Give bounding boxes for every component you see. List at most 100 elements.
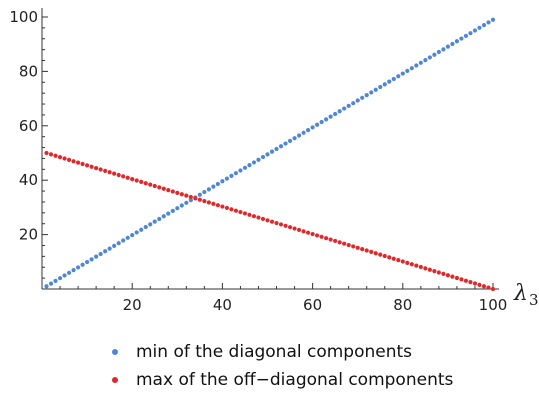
data-point-series-1 (405, 260, 410, 265)
data-point-series-1 (238, 209, 243, 215)
data-point-series-1 (215, 203, 220, 208)
data-point-series-0 (364, 93, 369, 98)
data-point-series-0 (80, 262, 85, 267)
data-point-series-1 (48, 152, 54, 157)
data-point-series-1 (251, 214, 257, 219)
data-point-series-1 (274, 220, 279, 226)
data-point-series-0 (161, 214, 166, 219)
data-point-series-1 (418, 264, 423, 270)
data-point-series-0 (454, 39, 460, 44)
data-point-series-1 (324, 236, 329, 241)
data-point-series-1 (143, 181, 148, 186)
data-point-series-1 (139, 179, 144, 184)
data-point-series-1 (319, 234, 324, 239)
data-point-series-1 (242, 211, 248, 216)
data-point-series-1 (157, 185, 162, 190)
data-point-series-0 (98, 251, 103, 257)
data-point-series-0 (269, 149, 275, 154)
data-point-series-1 (152, 183, 157, 189)
data-point-series-1 (369, 249, 374, 255)
data-point-series-1 (184, 193, 189, 198)
data-point-series-1 (107, 170, 112, 175)
data-point-series-1 (188, 194, 193, 200)
data-point-series-1 (71, 159, 76, 164)
legend-item-diagonal: min of the diagonal components (112, 338, 453, 366)
data-point-series-1 (256, 215, 261, 220)
data-point-series-1 (112, 171, 117, 176)
tick-labels: 20 40 60 80 100 20 40 60 80 100 (9, 8, 507, 314)
y-tick-label: 40 (19, 171, 38, 189)
data-point-series-1 (459, 277, 464, 282)
data-point-series-1 (445, 273, 450, 278)
data-point-series-0 (432, 52, 437, 57)
data-point-series-0 (112, 243, 117, 248)
data-points (44, 17, 496, 292)
data-point-series-0 (319, 119, 324, 125)
data-point-series-1 (220, 204, 225, 209)
data-point-series-0 (53, 278, 58, 283)
data-point-series-0 (215, 181, 220, 187)
data-point-series-1 (179, 192, 184, 197)
x-tick-label: 40 (213, 296, 232, 314)
x-axis-label: λ3 (513, 281, 539, 309)
data-point-series-0 (85, 259, 90, 265)
data-point-series-1 (224, 205, 230, 211)
data-point-series-0 (342, 106, 347, 111)
data-point-series-0 (121, 238, 126, 243)
data-point-series-0 (486, 20, 491, 25)
data-point-series-0 (391, 76, 396, 82)
data-point-series-1 (121, 174, 126, 179)
data-point-series-0 (211, 184, 216, 189)
data-point-series-0 (134, 230, 139, 235)
legend-label-offdiagonal: max of the off−diagonal components (136, 370, 454, 390)
data-point-series-1 (170, 189, 175, 194)
data-point-series-1 (94, 166, 99, 171)
data-point-series-1 (432, 269, 437, 274)
data-point-series-0 (57, 276, 63, 281)
data-point-series-1 (490, 286, 496, 292)
data-point-series-0 (490, 17, 496, 22)
data-point-series-1 (481, 284, 487, 289)
data-point-series-0 (94, 254, 99, 259)
data-point-series-0 (116, 241, 121, 246)
data-point-series-0 (89, 257, 94, 262)
data-point-series-1 (202, 198, 207, 204)
data-point-series-0 (287, 138, 293, 143)
data-point-series-1 (337, 240, 342, 245)
data-point-series-0 (337, 109, 342, 114)
data-point-series-1 (103, 168, 108, 173)
data-point-series-1 (98, 167, 103, 172)
data-point-series-1 (450, 274, 455, 279)
data-point-series-0 (103, 249, 108, 254)
data-point-series-1 (441, 271, 446, 276)
data-point-series-1 (283, 223, 288, 228)
data-point-series-1 (463, 278, 469, 283)
data-point-series-1 (315, 233, 320, 238)
legend-marker-blue (112, 349, 118, 355)
data-point-series-0 (251, 160, 257, 165)
data-point-series-1 (351, 244, 356, 249)
data-point-series-0 (224, 176, 230, 181)
data-point-series-1 (477, 282, 482, 287)
chart: 20 40 60 80 100 20 40 60 80 100 λ3 (9, 8, 539, 314)
data-point-series-0 (296, 133, 302, 138)
data-point-series-1 (373, 251, 378, 256)
data-point-series-0 (355, 98, 360, 103)
data-point-series-0 (441, 47, 446, 52)
data-point-series-0 (283, 141, 288, 146)
data-point-series-1 (278, 222, 284, 227)
data-point-series-1 (44, 150, 49, 156)
data-point-series-0 (202, 189, 207, 195)
data-point-series-0 (256, 157, 261, 162)
data-point-series-1 (134, 178, 139, 183)
legend-marker-red (112, 377, 118, 383)
data-point-series-0 (107, 246, 112, 251)
data-point-series-0 (260, 154, 266, 160)
data-point-series-0 (423, 58, 428, 63)
data-point-series-1 (80, 161, 85, 167)
data-point-series-1 (468, 280, 473, 285)
data-point-series-1 (296, 227, 302, 233)
data-point-series-1 (355, 245, 360, 250)
axes (41, 8, 499, 290)
data-point-series-1 (233, 208, 239, 213)
